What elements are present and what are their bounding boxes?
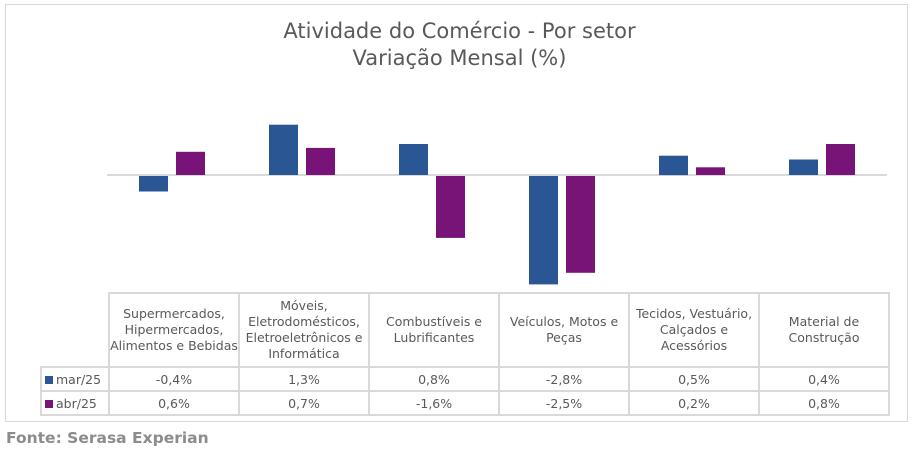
- category-label-line: Material de: [788, 314, 860, 329]
- bar-mar-25-cat-3: [529, 176, 558, 285]
- category-label-line: Eletroeletrônicos e: [245, 330, 363, 345]
- source-note: Fonte: Serasa Experian: [6, 429, 209, 447]
- legend-entry: mar/25: [40, 366, 110, 392]
- category-label: Supermercados, Hipermercados, Alimentos e …: [108, 292, 240, 368]
- data-label: 0,6%: [108, 390, 240, 416]
- legend-swatch-icon: [45, 375, 53, 384]
- data-label: 0,4%: [758, 366, 890, 392]
- category-label-line: Móveis,: [280, 298, 328, 313]
- category-label-line: Calçados e: [659, 322, 729, 337]
- category-label: Tecidos, Vestuário, Calçados e Acessórios: [628, 292, 760, 368]
- data-label: 0,8%: [368, 366, 500, 392]
- data-table: Supermercados, Hipermercados, Alimentos e …: [40, 292, 890, 416]
- data-label: 0,8%: [758, 390, 890, 416]
- category-label-line: Alimentos e Bebidas: [110, 338, 238, 353]
- bar-abr-25-cat-2: [436, 176, 465, 238]
- category-label-line: Acessórios: [660, 338, 728, 353]
- data-label: -0,4%: [108, 366, 240, 392]
- table-corner: [41, 293, 110, 368]
- category-label: Material de Construção: [758, 292, 890, 368]
- category-header-row: Supermercados, Hipermercados, Alimentos e …: [41, 292, 890, 368]
- category-label-line: Combustíveis e: [385, 314, 483, 329]
- bar-abr-25-cat-1: [306, 147, 335, 175]
- bar-abr-25-cat-5: [826, 144, 855, 175]
- category-label-line: Supermercados,: [123, 306, 225, 321]
- legend-label: mar/25: [56, 371, 102, 387]
- data-label: 0,7%: [238, 390, 370, 416]
- category-label-line: Peças: [546, 330, 582, 345]
- category-label-line: Construção: [788, 330, 860, 345]
- data-label: 0,2%: [628, 390, 760, 416]
- category-label-line: Informática: [268, 346, 340, 361]
- chart-title: Atividade do Comércio - Por setor: [283, 19, 636, 43]
- legend-swatch-icon: [45, 399, 53, 408]
- category-label: Veículos, Motos e Peças: [498, 292, 630, 368]
- data-label: -2,8%: [498, 366, 630, 392]
- category-label-line: Veículos, Motos e: [509, 314, 619, 329]
- category-label-line: Lubrificantes: [393, 330, 475, 345]
- bar-mar-25-cat-5: [789, 159, 818, 175]
- series-row: mar/25 -0,4% 1,3% 0,8% -2,8% 0,5% 0,4%: [40, 366, 890, 392]
- category-label: Combustíveis e Lubrificantes: [368, 292, 500, 368]
- legend-entry: abr/25: [40, 390, 110, 416]
- category-label: Móveis, Eletrodomésticos, Eletroeletrônico…: [238, 292, 370, 368]
- data-label: 1,3%: [238, 366, 370, 392]
- chart-frame: [5, 4, 908, 422]
- data-label: 0,5%: [628, 366, 760, 392]
- series-row: abr/25 0,6% 0,7% -1,6% -2,5% 0,2% 0,8%: [40, 390, 890, 416]
- bar-abr-25-cat-0: [176, 151, 205, 175]
- bar-mar-25-cat-2: [399, 144, 428, 175]
- data-label: -1,6%: [368, 390, 500, 416]
- bar-mar-25-cat-0: [139, 176, 168, 192]
- category-label-line: Hipermercados,: [124, 322, 224, 337]
- bar-mar-25-cat-1: [269, 124, 298, 175]
- data-label: -2,5%: [498, 390, 630, 416]
- bar-mar-25-cat-4: [659, 155, 688, 176]
- category-label-line: Eletrodomésticos,: [248, 314, 360, 329]
- legend-label: abr/25: [56, 395, 97, 411]
- chart-title-block: Atividade do Comércio - Por setor Variaç…: [0, 18, 919, 72]
- bar-abr-25-cat-3: [566, 176, 595, 273]
- category-label-line: Tecidos, Vestuário,: [635, 306, 753, 321]
- chart-subtitle: Variação Mensal (%): [352, 46, 567, 70]
- bar-abr-25-cat-4: [696, 167, 725, 175]
